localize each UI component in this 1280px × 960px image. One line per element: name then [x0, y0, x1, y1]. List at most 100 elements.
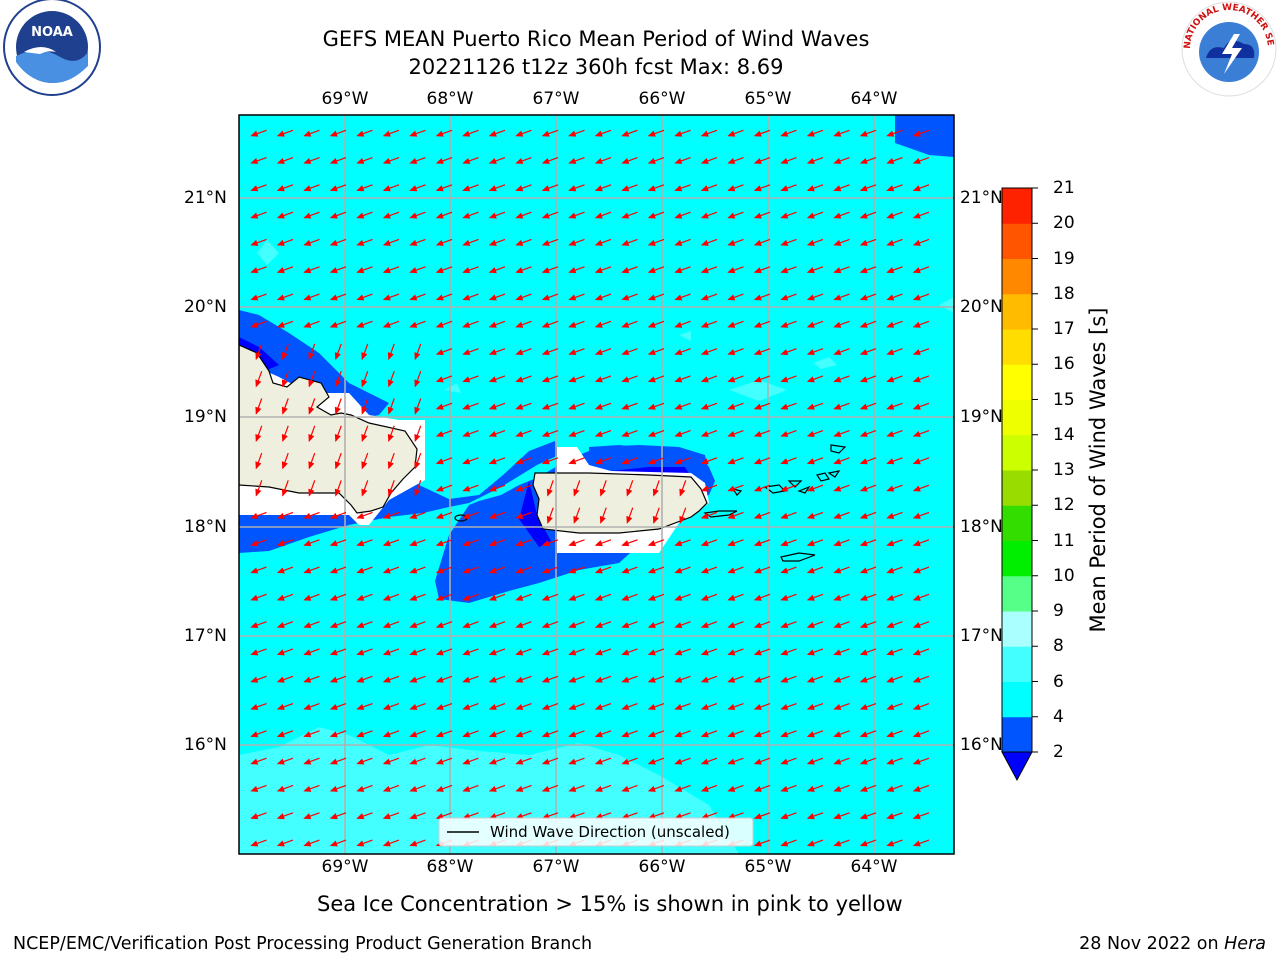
- wind-arrow-head: [488, 540, 497, 547]
- wind-arrow-head: [541, 458, 550, 465]
- wind-arrow-head: [594, 785, 603, 792]
- wind-arrow-head: [255, 434, 262, 443]
- wind-arrow-head: [409, 731, 418, 738]
- wind-arrow-head: [541, 321, 550, 328]
- wind-arrow-head: [859, 267, 868, 274]
- wind-arrow-head: [859, 212, 868, 219]
- wind-arrow-head: [700, 185, 709, 192]
- wind-arrow-head: [356, 267, 365, 274]
- wind-arrow-head: [515, 349, 524, 356]
- wind-arrow-head: [276, 294, 285, 301]
- wind-arrow-head: [515, 157, 524, 164]
- wind-arrow-head: [276, 321, 285, 328]
- wind-arrow-head: [647, 321, 656, 328]
- wind-arrow-head: [833, 840, 842, 847]
- wind-arrow-head: [594, 567, 603, 574]
- wind-arrow-head: [515, 703, 524, 710]
- wind-arrow-head: [647, 731, 656, 738]
- wind-arrow-head: [833, 649, 842, 656]
- colorbar-tick-label: 10: [1053, 565, 1075, 586]
- wind-arrow-head: [356, 785, 365, 792]
- wind-arrow-head: [356, 703, 365, 710]
- wind-arrow-head: [700, 212, 709, 219]
- wind-arrow-head: [409, 540, 418, 547]
- wind-arrow-head: [647, 294, 656, 301]
- wind-arrow-head: [647, 267, 656, 274]
- wind-arrow-head: [626, 488, 633, 497]
- wind-arrow-head: [753, 239, 762, 246]
- wind-arrow-head: [568, 212, 577, 219]
- wind-arrow-head: [727, 185, 736, 192]
- wind-arrow-head: [541, 294, 550, 301]
- wind-arrow-head: [621, 731, 630, 738]
- wind-arrow-head: [361, 488, 368, 497]
- wind-arrow-head: [356, 594, 365, 601]
- wind-arrow-head: [515, 185, 524, 192]
- wind-arrow-head: [250, 840, 259, 847]
- wind-arrow-head: [594, 622, 603, 629]
- wind-arrow-head: [435, 267, 444, 274]
- wind-arrow-head: [541, 731, 550, 738]
- colorbar-tick-label: 11: [1053, 530, 1075, 551]
- wind-arrow-head: [727, 676, 736, 683]
- wind-arrow-head: [568, 239, 577, 246]
- wind-arrow-head: [674, 430, 683, 437]
- wind-arrow-head: [435, 485, 444, 492]
- wind-arrow-head: [276, 622, 285, 629]
- wind-arrow-head: [753, 676, 762, 683]
- wind-arrow-head: [409, 813, 418, 820]
- wind-arrow-head: [382, 212, 391, 219]
- wind-arrow-head: [674, 403, 683, 410]
- wind-arrow-head: [568, 649, 577, 656]
- wind-arrow-head: [462, 321, 471, 328]
- wind-arrow-head: [621, 349, 630, 356]
- wind-arrow-head: [303, 567, 312, 574]
- wind-arrow-head: [780, 785, 789, 792]
- wind-arrow-head: [674, 622, 683, 629]
- wind-arrow-head: [568, 540, 577, 547]
- wind-arrow-head: [356, 622, 365, 629]
- wind-arrow-head: [435, 239, 444, 246]
- wind-arrow-head: [727, 540, 736, 547]
- wind-arrow-head: [515, 458, 524, 465]
- wind-arrow-head: [753, 321, 762, 328]
- wind-arrow-head: [303, 785, 312, 792]
- wind-arrow-head: [308, 434, 315, 443]
- wind-arrow-head: [462, 485, 471, 492]
- wind-arrow-head: [281, 352, 288, 361]
- wind-arrow-head: [414, 352, 421, 361]
- wind-arrow-head: [303, 130, 312, 137]
- wind-arrow-head: [329, 212, 338, 219]
- wind-legend: Wind Wave Direction (unscaled): [438, 817, 754, 847]
- wind-arrow-head: [329, 840, 338, 847]
- wind-arrow-head: [859, 458, 868, 465]
- wind-arrow-head: [621, 267, 630, 274]
- wind-arrow-head: [276, 594, 285, 601]
- wind-arrow-head: [541, 676, 550, 683]
- wind-arrow-head: [806, 349, 815, 356]
- wind-arrow-head: [435, 676, 444, 683]
- wind-arrow-head: [409, 649, 418, 656]
- wind-arrow-head: [515, 403, 524, 410]
- wind-arrow-head: [250, 676, 259, 683]
- wind-arrow-head: [435, 212, 444, 219]
- wind-arrow-head: [700, 157, 709, 164]
- wind-arrow-head: [303, 594, 312, 601]
- wind-arrow-head: [599, 515, 606, 524]
- wind-arrow-head: [833, 703, 842, 710]
- wind-arrow-head: [780, 540, 789, 547]
- wind-arrow-head: [833, 267, 842, 274]
- lat-tick-left-19n: 19°N: [184, 407, 227, 427]
- wind-arrow-head: [859, 294, 868, 301]
- wind-arrow-head: [250, 294, 259, 301]
- wind-arrow-head: [250, 622, 259, 629]
- wind-arrow-head: [806, 185, 815, 192]
- wind-arrow-head: [674, 294, 683, 301]
- wind-arrow-head: [568, 376, 577, 383]
- wind-arrow-head: [387, 488, 394, 497]
- wind-arrow-head: [382, 512, 391, 519]
- wind-arrow-head: [647, 130, 656, 137]
- wind-arrow-head: [462, 785, 471, 792]
- wind-arrow-head: [488, 430, 497, 437]
- wind-arrow-head: [462, 567, 471, 574]
